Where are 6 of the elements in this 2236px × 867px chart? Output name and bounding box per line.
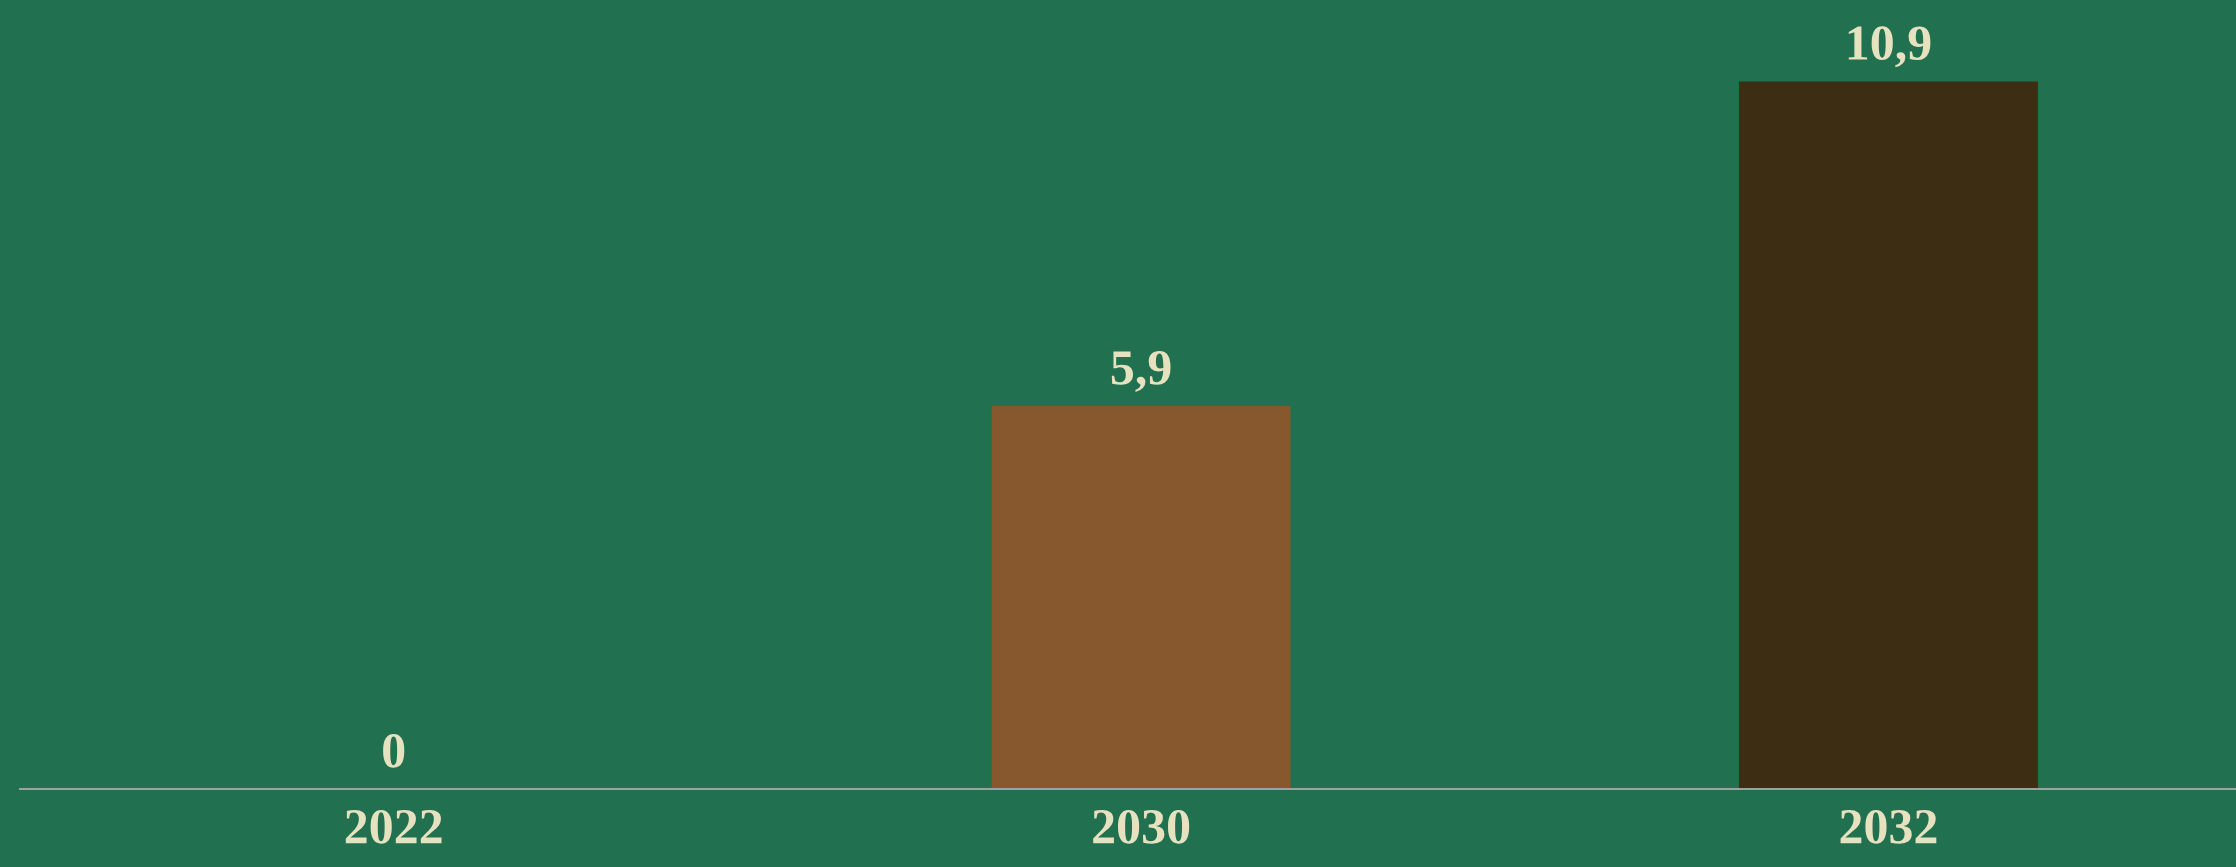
x-tick-label: 2032	[1840, 809, 1937, 844]
data-label: 5,9	[1111, 351, 1171, 392]
data-label: 0	[383, 733, 405, 768]
x-tick-label: 2022	[345, 809, 442, 844]
x-tick-label: 2030	[1093, 809, 1190, 844]
data-label: 10,9	[1848, 26, 1931, 68]
